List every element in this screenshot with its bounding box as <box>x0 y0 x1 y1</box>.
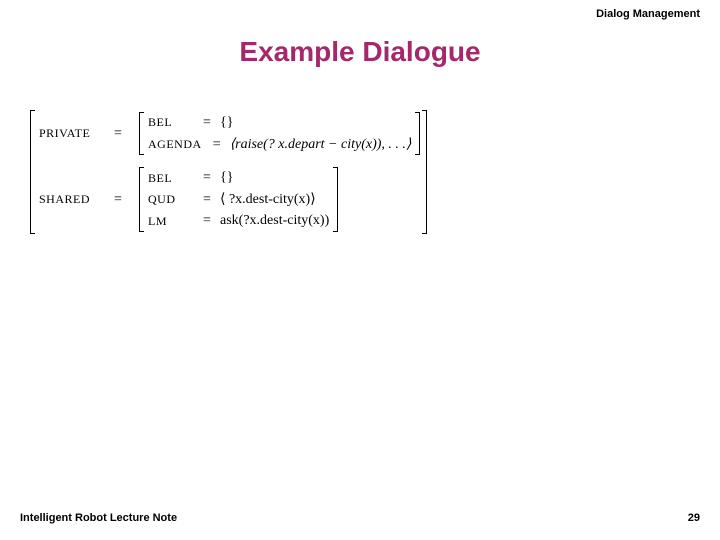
outer-bracket-left <box>30 110 35 234</box>
header-label: Dialog Management <box>596 8 700 20</box>
footer-note: Intelligent Robot Lecture Note <box>20 512 177 524</box>
label-lm: LM <box>146 212 196 231</box>
private-bracket-right <box>415 112 420 155</box>
private-row-bel: BEL = {} <box>146 112 413 134</box>
outer-bracket-right <box>422 110 427 234</box>
label-agenda: AGENDA <box>146 135 206 154</box>
label-bel: BEL <box>146 169 196 188</box>
eq-sign: = <box>206 134 228 156</box>
label-private: PRIVATE <box>37 123 107 144</box>
value-shared-qud: ⟨ ?x.dest-city(x)⟩ <box>218 189 318 211</box>
shared-row-qud: QUD = ⟨ ?x.dest-city(x)⟩ <box>146 189 331 211</box>
shared-row-lm: LM = ask(?x.dest-city(x)) <box>146 210 331 232</box>
slide-title: Example Dialogue <box>0 36 720 68</box>
label-bel: BEL <box>146 113 196 132</box>
private-bracket-left <box>139 112 144 155</box>
label-shared: SHARED <box>37 189 107 210</box>
eq-sign: = <box>196 210 218 232</box>
outer-row-shared: SHARED = BEL = {} QUD = ⟨ ?x.dest-city <box>37 165 420 234</box>
eq-sign: = <box>196 167 218 189</box>
eq-sign: = <box>196 112 218 134</box>
shared-row-bel: BEL = {} <box>146 167 331 189</box>
eq-sign: = <box>107 189 129 211</box>
value-private-agenda: ⟨raise(? x.depart − city(x)), . . .⟩ <box>228 134 414 156</box>
shared-bracket-left <box>139 167 144 232</box>
private-row-agenda: AGENDA = ⟨raise(? x.depart − city(x)), .… <box>146 134 413 156</box>
value-private-bel: {} <box>218 112 235 134</box>
formula-block: PRIVATE = BEL = {} AGENDA = ⟨raise(? x <box>30 110 690 234</box>
label-qud: QUD <box>146 190 196 209</box>
value-shared-lm: ask(?x.dest-city(x)) <box>218 210 331 232</box>
eq-sign: = <box>196 189 218 211</box>
shared-bracket-right <box>333 167 338 232</box>
page-number: 29 <box>688 512 700 524</box>
outer-row-private: PRIVATE = BEL = {} AGENDA = ⟨raise(? x <box>37 110 420 165</box>
eq-sign: = <box>107 123 129 145</box>
value-shared-bel: {} <box>218 167 235 189</box>
